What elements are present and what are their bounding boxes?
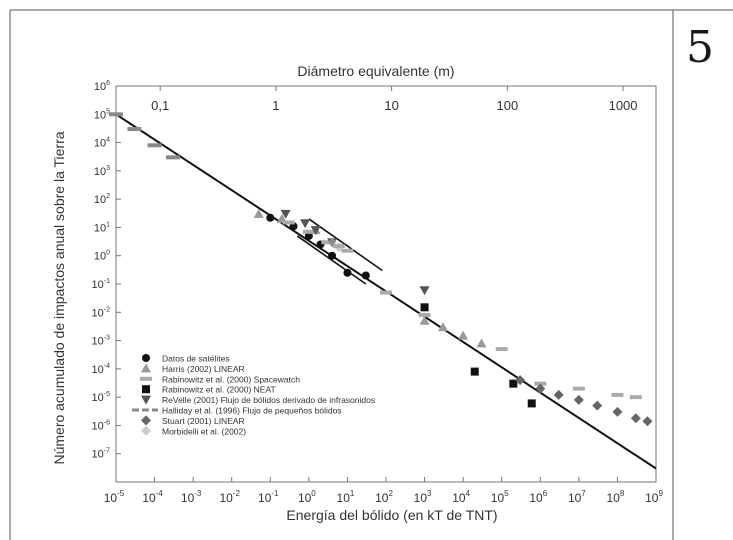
- x-tick-label: 105: [491, 489, 509, 505]
- legend-marker: [141, 395, 151, 405]
- fit-segment: [308, 218, 383, 272]
- data-point: [361, 271, 370, 280]
- top-tick-label: 10: [384, 98, 398, 113]
- data-point: [380, 290, 392, 295]
- legend-label: Halliday et al. (1996) Flujo de pequeños…: [162, 406, 342, 416]
- data-point: [419, 315, 430, 325]
- data-point: [535, 383, 546, 394]
- data-point: [419, 286, 430, 296]
- x-tick-label: 10-5: [104, 489, 125, 505]
- data-point: [572, 386, 585, 391]
- y-tick-label: 101: [94, 221, 110, 234]
- y-tick-label: 106: [94, 80, 110, 93]
- data-point: [612, 406, 623, 417]
- data-point: [611, 392, 624, 397]
- data-point: [147, 143, 162, 148]
- data-point: [642, 416, 653, 427]
- ticks-layer: 10-5 10-4 10-3 10-2 10-1 100 101 102 103 104 105 10…: [92, 80, 664, 505]
- x-axis-title: Energía del bólido (en kT de TNT): [286, 507, 497, 523]
- y-tick-label: 100: [94, 250, 110, 263]
- data-point: [629, 395, 642, 400]
- data-point: [437, 322, 448, 332]
- legend-label: Morbidelli et al. (2002): [162, 426, 246, 436]
- top-tick-label: 0,1: [151, 98, 169, 113]
- data-point: [327, 237, 338, 248]
- legend-marker: [140, 376, 152, 381]
- data-point: [418, 313, 431, 318]
- x-tick-label: 10-4: [142, 489, 163, 505]
- x-tick-label: 10-2: [219, 489, 240, 505]
- x-tick-label: 104: [452, 489, 470, 505]
- legend-marker: [141, 363, 151, 373]
- x-tick-label: 102: [375, 489, 393, 505]
- legend-marker: [142, 354, 150, 362]
- y-tick-label: 10-7: [92, 448, 111, 461]
- y-tick-label: 10-1: [92, 278, 111, 291]
- data-point: [302, 229, 315, 234]
- data-point: [341, 248, 354, 253]
- data-point: [553, 389, 564, 400]
- top-tick-label: 1000: [609, 98, 638, 113]
- data-point: [310, 226, 321, 236]
- y-tick-label: 102: [94, 193, 110, 206]
- y-tick-label: 105: [94, 108, 110, 121]
- data-point: [127, 127, 142, 132]
- data-point: [509, 379, 518, 388]
- data-point: [280, 209, 291, 219]
- data-point: [300, 219, 311, 229]
- points-layer: [109, 112, 653, 427]
- y-tick-label: 10-3: [92, 335, 111, 348]
- legend-marker: [141, 415, 151, 426]
- x-tick-label: 108: [607, 489, 625, 505]
- data-point: [165, 155, 180, 160]
- data-point: [109, 112, 123, 117]
- x-tick-label: 101: [337, 489, 355, 505]
- top-tick-label: 1: [272, 98, 279, 113]
- data-point: [476, 338, 487, 348]
- x-tick-label: 100: [298, 489, 316, 505]
- y-tick-label: 104: [94, 137, 110, 150]
- data-point: [328, 251, 337, 260]
- data-point: [573, 394, 584, 405]
- x-tick-label: 10-1: [258, 489, 279, 505]
- page-number: 5: [686, 22, 714, 73]
- top-tick-label: 100: [496, 98, 518, 113]
- data-point: [343, 268, 352, 277]
- data-point: [253, 208, 264, 218]
- legend-label: Stuart (2001) LINEAR: [162, 416, 245, 426]
- x-tick-label: 103: [414, 489, 432, 505]
- legend-label: Datos de satélites: [162, 354, 230, 364]
- data-point: [495, 347, 508, 352]
- data-point: [458, 330, 469, 340]
- legend-label: Rabinowitz et al. (2000) Spacewatch: [162, 374, 300, 384]
- legend-label: Rabinowitz et al. (2000) NEAT: [162, 385, 276, 395]
- data-point: [420, 303, 429, 312]
- x-tick-label: 106: [529, 489, 547, 505]
- data-point: [266, 213, 275, 222]
- y-tick-label: 10-2: [92, 306, 111, 319]
- data-point: [527, 399, 536, 408]
- legend-label: ReVelle (2001) Flujo de bólidos derivado…: [162, 395, 375, 405]
- y-tick-label: 10-6: [92, 419, 111, 432]
- y-tick-label: 10-5: [92, 391, 111, 404]
- data-point: [630, 413, 641, 424]
- data-point: [470, 367, 479, 376]
- y-tick-label: 103: [94, 165, 110, 178]
- legend-marker: [141, 425, 151, 436]
- y-tick-label: 10-4: [92, 363, 111, 376]
- x-tick-label: 10-3: [181, 489, 202, 505]
- data-point: [515, 375, 526, 386]
- legend-marker: [142, 385, 150, 394]
- x-tick-label: 109: [645, 489, 663, 505]
- x-tick-label: 107: [568, 489, 586, 505]
- data-point: [333, 242, 344, 253]
- top-axis-title: Diámetro equivalente (m): [297, 63, 454, 79]
- data-point: [282, 220, 295, 225]
- data-point: [592, 400, 603, 411]
- y-axis-title: Número acumulado de impactos anual sobre…: [51, 131, 67, 464]
- legend-label: Harris (2002) LINEAR: [162, 364, 245, 374]
- fit-segment: [296, 235, 367, 285]
